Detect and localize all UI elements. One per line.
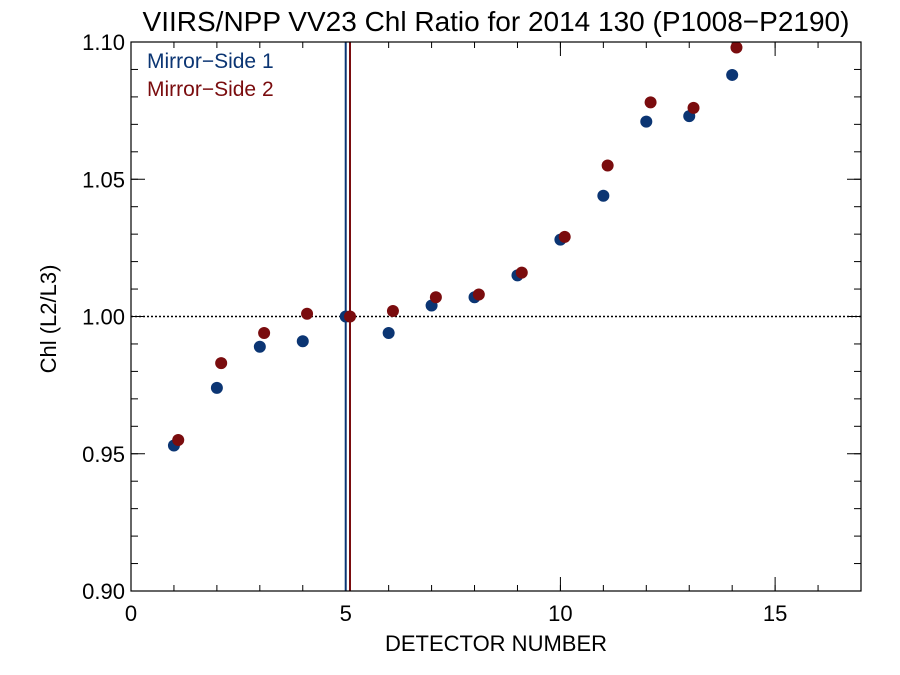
plot-frame (130, 41, 862, 592)
data-point-series-2 (687, 101, 700, 114)
data-point-series-2 (644, 96, 657, 109)
data-point-series-1 (210, 381, 223, 394)
y-tick-label: 0.95 (82, 442, 125, 467)
x-tick-label: 15 (763, 601, 787, 626)
legend: Mirror−Side 1 Mirror−Side 2 (147, 50, 274, 101)
data-point-series-2 (558, 230, 571, 243)
data-point-series-2 (301, 307, 314, 320)
data-point-series-1 (640, 115, 653, 128)
data-point-series-2 (258, 326, 271, 339)
y-tick-label: 0.90 (82, 579, 125, 604)
data-point-series-2 (601, 159, 614, 172)
data-point-series-2 (472, 288, 485, 301)
data-point-series-1 (382, 326, 395, 339)
data-point-series-1 (253, 340, 266, 353)
data-point-series-2 (730, 41, 743, 54)
data-point-series-2 (429, 291, 442, 304)
y-tick-label: 1.00 (82, 305, 125, 330)
data-point-series-1 (597, 189, 610, 202)
chart-title: VIIRS/NPP VV23 Chl Ratio for 2014 130 (P… (143, 6, 850, 37)
data-point-series-2 (386, 305, 399, 318)
data-point-series-2 (515, 266, 528, 279)
data-point-series-2 (344, 310, 356, 323)
x-tick-label: 0 (125, 601, 137, 626)
data-point-series-1 (296, 335, 309, 348)
legend-entry-mirror-side-1: Mirror−Side 1 (147, 50, 274, 73)
data-point-series-1 (726, 68, 739, 81)
y-axis-title-group: Chl (L2/L3) (36, 265, 61, 374)
data-point-series-2 (172, 434, 185, 447)
x-tick-label: 5 (340, 601, 352, 626)
legend-entry-mirror-side-2: Mirror−Side 2 (147, 78, 274, 101)
x-axis-title: DETECTOR NUMBER (385, 631, 607, 656)
plot-area: 0 5 10 15 0.90 0.95 1.00 1.05 1.10 (82, 30, 862, 626)
y-axis-title: Chl (L2/L3) (36, 265, 61, 374)
data-point-series-2 (215, 357, 228, 370)
y-tick-label: 1.10 (82, 30, 125, 55)
y-tick-label: 1.05 (82, 167, 125, 192)
x-tick-label: 10 (548, 601, 572, 626)
